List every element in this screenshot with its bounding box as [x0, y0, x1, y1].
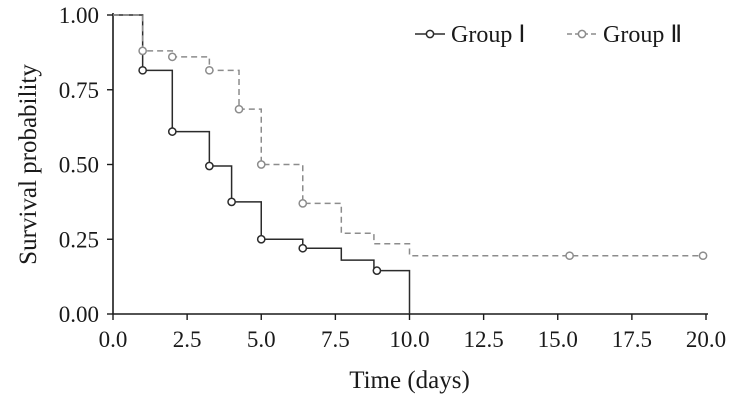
censor-mark — [372, 266, 382, 275]
censor-mark — [205, 65, 214, 75]
series-layer — [113, 14, 708, 314]
axes — [112, 13, 708, 315]
censor-mark — [138, 46, 147, 56]
y-axis-title: Survival probability — [15, 64, 42, 265]
y-tick-label: 0.50 — [59, 153, 99, 178]
x-axis-title: Time (days) — [349, 367, 470, 394]
legend-label-group-1: Group Ⅰ — [451, 22, 525, 48]
censor-mark — [698, 251, 708, 261]
survival-curve-group-1 — [113, 14, 411, 314]
y-tick-label: 1.00 — [59, 3, 99, 28]
legend-label-group-2: Group Ⅱ — [603, 22, 682, 48]
x-tick-label: 20.0 — [686, 327, 726, 352]
y-tick-label: 0.25 — [59, 227, 99, 252]
series-group-1 — [113, 14, 411, 314]
censor-mark — [167, 127, 177, 136]
legend: Group Ⅰ Group Ⅱ — [415, 22, 682, 48]
series-group-2 — [113, 14, 708, 261]
censor-mark — [138, 65, 147, 75]
legend-marker-group-2 — [577, 29, 587, 39]
legend-item-group-2: Group Ⅱ — [567, 22, 682, 48]
x-tick-label: 15.0 — [538, 327, 578, 352]
x-tick-label: 12.5 — [464, 327, 504, 352]
survival-curve-group-2 — [113, 14, 706, 257]
x-tick-label: 7.5 — [321, 327, 350, 352]
legend-marker-group-1 — [425, 29, 435, 39]
y-axis-ticks: 0.00 0.25 0.50 0.75 1.00 — [59, 3, 113, 327]
legend-item-group-1: Group Ⅰ — [415, 22, 525, 48]
censor-mark — [256, 234, 266, 244]
x-tick-label: 10.0 — [389, 327, 429, 352]
y-tick-label: 0.00 — [59, 302, 99, 327]
censor-mark — [205, 161, 214, 171]
censor-mark — [256, 160, 266, 169]
censor-mark — [227, 197, 236, 207]
x-tick-label: 5.0 — [247, 327, 276, 352]
x-tick-label: 17.5 — [612, 327, 652, 352]
censor-mark — [565, 251, 574, 261]
y-tick-label: 0.75 — [59, 78, 99, 103]
censor-mark — [298, 243, 308, 253]
censor-mark — [234, 104, 244, 114]
censor-mark — [167, 52, 177, 62]
x-tick-label: 2.5 — [173, 327, 202, 352]
censor-mark — [298, 199, 308, 208]
x-tick-label: 0.0 — [99, 327, 128, 352]
x-axis-ticks: 0.0 2.5 5.0 7.5 10.0 12.5 15.0 17.5 20.0 — [99, 314, 726, 352]
